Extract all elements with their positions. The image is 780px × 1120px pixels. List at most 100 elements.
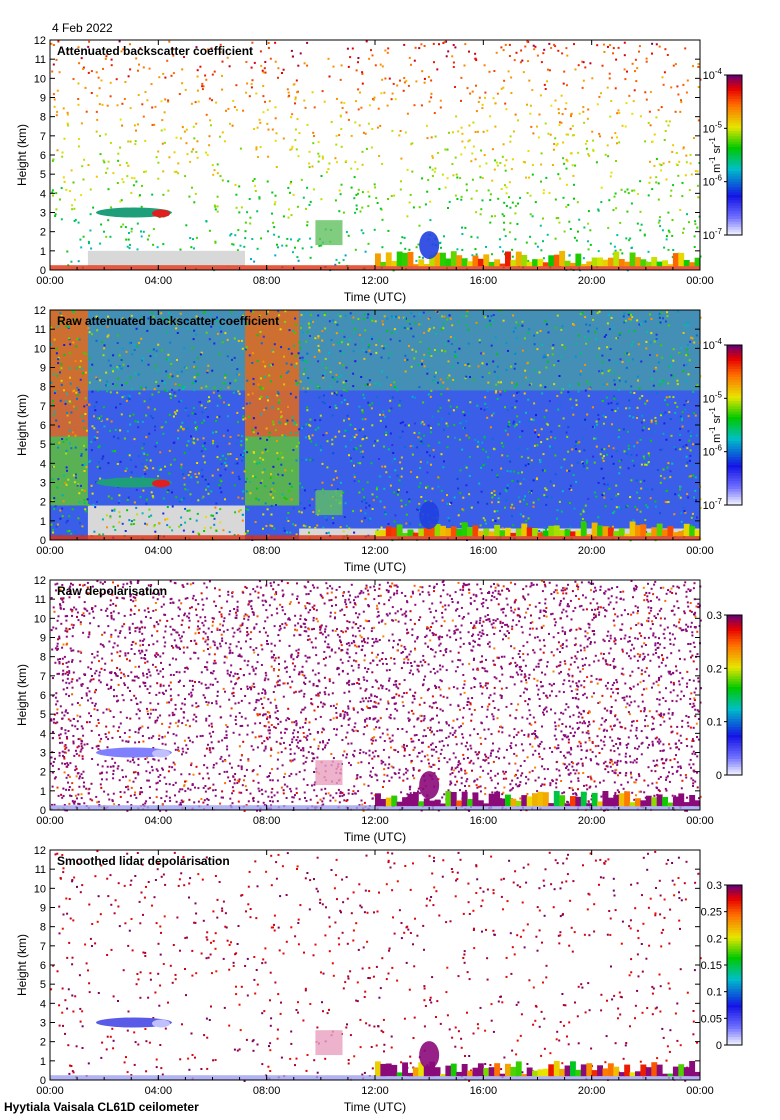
noise-dot <box>685 444 688 446</box>
noise-dot <box>311 646 314 649</box>
noise-dot <box>689 162 692 165</box>
noise-dot <box>584 336 586 339</box>
noise-dot <box>471 254 474 257</box>
noise-dot <box>222 796 224 799</box>
noise-dot <box>568 384 571 387</box>
noise-dot <box>619 358 622 361</box>
noise-dot <box>623 41 626 44</box>
noise-dot <box>156 441 158 444</box>
noise-dot <box>260 237 263 240</box>
noise-dot <box>90 70 93 73</box>
noise-dot <box>635 454 638 457</box>
noise-dot <box>490 315 493 318</box>
noise-dot <box>451 131 454 134</box>
noise-dot <box>456 248 459 251</box>
noise-dot <box>51 189 54 192</box>
noise-dot <box>93 427 96 430</box>
noise-dot <box>317 344 320 347</box>
noise-dot <box>446 387 449 390</box>
noise-dot <box>530 383 533 386</box>
noise-dot <box>119 403 122 405</box>
noise-dot <box>72 735 75 737</box>
noise-dot <box>648 612 651 615</box>
noise-dot <box>363 313 366 316</box>
noise-dot <box>263 376 266 378</box>
noise-dot <box>331 376 334 379</box>
noise-dot <box>118 494 121 497</box>
colorbar-segment <box>727 363 742 367</box>
noise-dot <box>539 459 542 462</box>
noise-dot <box>83 470 86 472</box>
noise-dot <box>123 437 126 440</box>
noise-dot <box>77 103 80 106</box>
noise-dot <box>266 180 269 183</box>
noise-dot <box>350 134 353 137</box>
noise-dot <box>358 429 361 432</box>
noise-dot <box>615 207 618 210</box>
noise-dot <box>692 782 695 785</box>
noise-dot <box>59 312 62 315</box>
noise-dot <box>601 64 604 67</box>
noise-dot <box>381 162 384 165</box>
noise-dot <box>393 520 396 523</box>
noise-dot <box>368 504 371 507</box>
noise-dot <box>80 246 83 249</box>
noise-dot <box>71 208 74 211</box>
noise-dot <box>54 213 57 216</box>
noise-dot <box>215 702 218 705</box>
noise-dot <box>77 483 80 486</box>
noise-dot <box>280 410 283 413</box>
noise-dot <box>442 381 445 384</box>
noise-dot <box>190 476 193 479</box>
noise-dot <box>515 665 517 668</box>
noise-dot <box>555 217 558 220</box>
noise-dot <box>335 332 338 335</box>
noise-dot <box>224 373 227 376</box>
y-axis-label: Height (km) <box>15 124 29 186</box>
noise-dot <box>252 475 254 478</box>
noise-dot <box>202 603 205 606</box>
noise-dot <box>367 593 370 596</box>
noise-dot <box>245 469 248 472</box>
noise-dot <box>67 434 70 437</box>
noise-dot <box>588 387 591 390</box>
noise-dot <box>309 418 312 421</box>
noise-dot <box>290 116 293 119</box>
noise-dot <box>691 752 694 755</box>
colorbar-segment <box>727 489 742 493</box>
noise-dot <box>574 445 577 447</box>
noise-dot <box>662 468 665 471</box>
noise-dot <box>692 463 695 466</box>
noise-dot <box>393 657 396 660</box>
noise-dot <box>320 198 323 201</box>
noise-dot <box>176 323 179 326</box>
boundary-layer-cell <box>629 252 636 267</box>
noise-dot <box>251 352 254 355</box>
noise-dot <box>616 112 619 115</box>
noise-dot <box>624 352 627 355</box>
noise-dot <box>455 115 458 118</box>
noise-dot <box>636 67 639 70</box>
noise-dot <box>168 472 171 475</box>
noise-dot <box>50 326 53 329</box>
noise-dot <box>429 611 432 614</box>
noise-dot <box>106 53 109 55</box>
noise-dot <box>688 439 691 442</box>
noise-dot <box>470 197 473 200</box>
noise-dot <box>372 766 374 769</box>
noise-dot <box>664 399 666 402</box>
noise-dot <box>184 507 187 510</box>
noise-dot <box>86 721 88 724</box>
noise-dot <box>192 148 195 151</box>
noise-dot <box>240 206 243 209</box>
noise-dot <box>680 690 683 693</box>
noise-dot <box>554 198 557 201</box>
noise-dot <box>338 586 341 588</box>
noise-dot <box>125 350 128 353</box>
noise-dot <box>83 351 86 354</box>
colorbar-segment <box>727 454 742 458</box>
noise-dot <box>346 47 349 50</box>
noise-dot <box>321 157 324 160</box>
noise-dot <box>660 607 663 610</box>
noise-dot <box>254 476 257 479</box>
